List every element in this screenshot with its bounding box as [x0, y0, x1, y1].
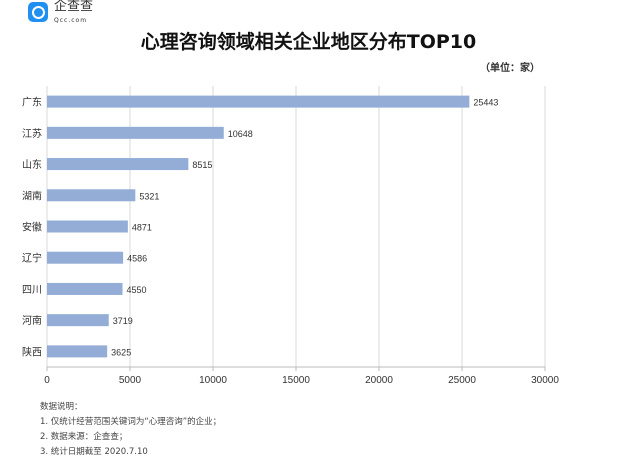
note-line: 3. 统计日期截至 2020.7.10 [40, 447, 148, 457]
data-label: 8515 [192, 160, 212, 170]
bar [47, 220, 128, 233]
chart-title: 心理咨询领域相关企业地区分布TOP10 [140, 31, 477, 53]
category-label: 广东 [22, 96, 42, 109]
note-line: 数据说明： [40, 402, 83, 412]
data-label: 10648 [228, 129, 253, 139]
x-tick-label: 0 [44, 375, 50, 386]
bar [47, 282, 123, 295]
category-label: 湖南 [22, 189, 42, 202]
bar [47, 158, 189, 171]
data-label: 4586 [127, 254, 147, 264]
x-tick-label: 30000 [531, 375, 559, 386]
data-label: 3719 [113, 316, 133, 326]
bar [47, 251, 124, 264]
x-tick-label: 20000 [365, 375, 393, 386]
data-label: 4871 [132, 223, 152, 233]
x-tick-label: 15000 [282, 375, 310, 386]
brand-name: 企查查 [54, 0, 94, 14]
unit-label: （单位：家） [480, 63, 540, 74]
category-label: 江苏 [22, 127, 42, 140]
bar [47, 345, 108, 358]
category-label: 河南 [22, 314, 42, 327]
category-label: 四川 [22, 285, 42, 296]
bar [47, 314, 109, 327]
x-tick-label: 5000 [119, 375, 142, 386]
bar-chart: 0 5000 10000 15000 20000 25000 30000 广东 25443 江苏 1… [22, 86, 559, 386]
category-label: 陕西 [22, 345, 42, 358]
note-line: 2. 数据来源：企查查； [40, 432, 128, 442]
data-label: 4550 [127, 285, 147, 295]
note-line: 1. 仅统计经营范围关键词为“心理咨询”的企业； [40, 417, 222, 427]
data-label: 3625 [111, 347, 131, 357]
x-tick-label: 10000 [199, 375, 227, 386]
data-notes: 数据说明： 1. 仅统计经营范围关键词为“心理咨询”的企业； 2. 数据来源：企… [40, 400, 221, 460]
brand-domain: Qcc.com [54, 17, 88, 24]
data-label: 25443 [473, 98, 498, 108]
category-label: 安徽 [22, 221, 42, 234]
data-label: 5321 [139, 191, 159, 201]
x-tick-label: 25000 [448, 375, 476, 386]
bar [47, 95, 470, 108]
bar [47, 189, 136, 202]
bar [47, 126, 224, 139]
category-label: 山东 [22, 158, 42, 171]
category-label: 辽宁 [22, 252, 42, 265]
qcc-logo-icon [28, 2, 48, 22]
